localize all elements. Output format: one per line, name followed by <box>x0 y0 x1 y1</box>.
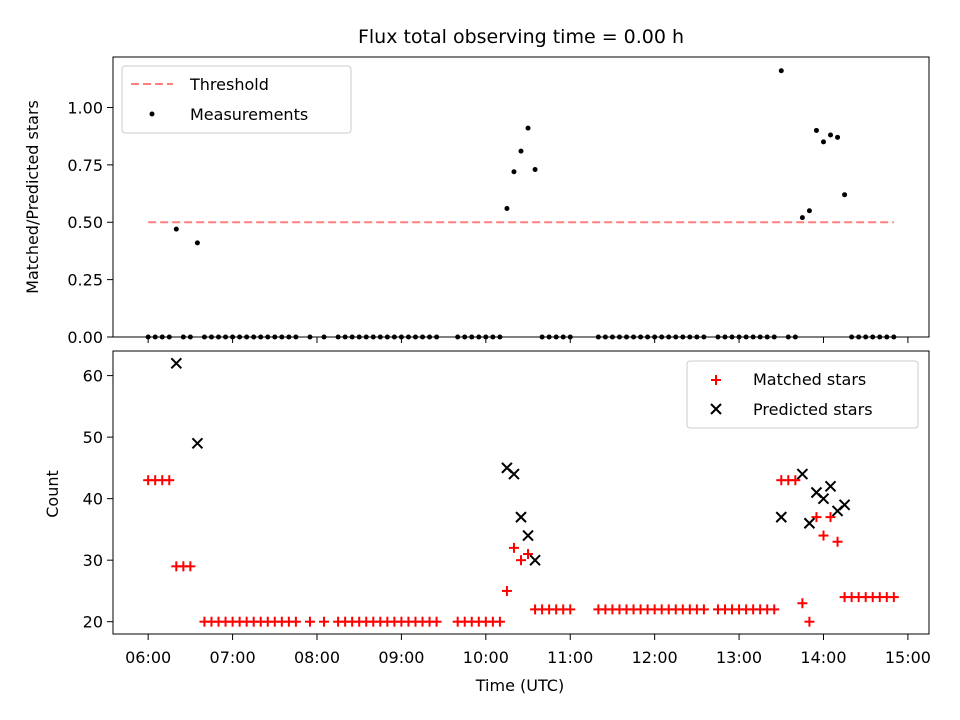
top-chart-title: Flux total observing time = 0.00 h <box>358 26 684 48</box>
matched-star-point <box>494 616 505 627</box>
bottom-x-tick-label: 13:00 <box>716 648 762 667</box>
bottom-x-tick-label: 15:00 <box>885 648 931 667</box>
matched-star-point <box>516 555 526 566</box>
predicted-star-point <box>508 468 520 480</box>
predicted-star-point <box>191 437 204 449</box>
measurement-point <box>828 132 834 138</box>
predicted-star-point <box>796 468 809 480</box>
top-y-tick-label: 1.00 <box>67 98 103 117</box>
top-y-tick-label: 0.50 <box>67 213 103 232</box>
top-y-tick-label: 0.75 <box>67 156 103 175</box>
top-plot-frame <box>112 56 930 338</box>
top-y-ticks: 0.00 0.25 0.50 0.75 1.00 <box>67 98 113 347</box>
matched-star-point <box>769 604 780 615</box>
measurement-point <box>504 205 510 211</box>
matched-star-point <box>319 616 330 627</box>
top-legend-box <box>121 65 352 134</box>
legend-measurements-swatch <box>149 111 155 117</box>
bottom-x-tick-label: 07:00 <box>210 648 256 667</box>
predicted-star-point <box>515 511 527 523</box>
bottom-legend: Matched stars Predicted stars <box>686 360 919 429</box>
matched-star-point <box>304 616 315 627</box>
matched-star-point <box>508 542 519 553</box>
measurement-point <box>835 134 841 140</box>
measurement-point <box>799 215 805 221</box>
measurement-point <box>806 208 812 214</box>
matched-star-point <box>501 585 512 596</box>
bottom-x-tick-label: 06:00 <box>125 648 171 667</box>
legend-measurements-label: Measurements <box>190 105 308 124</box>
bottom-x-tick-label: 09:00 <box>378 648 424 667</box>
top-plot-marks <box>145 68 897 340</box>
predicted-star-point <box>529 554 541 566</box>
measurement-point <box>820 139 826 145</box>
matched-star-point <box>790 475 801 486</box>
bottom-y-tick-label: 60 <box>83 367 103 386</box>
predicted-star-point <box>803 517 816 529</box>
bottom-x-tick-label: 11:00 <box>547 648 593 667</box>
bottom-y-tick-label: 20 <box>83 613 103 632</box>
bottom-x-tick-label: 14:00 <box>800 648 846 667</box>
bottom-y-tick-label: 30 <box>83 551 103 570</box>
bottom-y-ticks: 20 30 40 50 60 <box>83 367 113 632</box>
measurement-point <box>511 169 517 175</box>
predicted-star-point <box>838 499 851 511</box>
legend-threshold-label: Threshold <box>189 75 269 94</box>
measurement-point <box>842 192 848 198</box>
legend-matched-swatch <box>711 375 721 385</box>
top-legend: Threshold Measurements <box>121 65 352 134</box>
measurement-point <box>778 68 784 74</box>
legend-predicted-label: Predicted stars <box>753 400 873 419</box>
measurement-point <box>518 148 524 154</box>
top-y-axis-label: Matched/Predicted stars <box>23 100 42 294</box>
bottom-panel: Count Time (UTC) 20 30 40 50 60 06:00 07:00 08… <box>43 350 931 695</box>
bottom-y-axis-label: Count <box>43 470 62 518</box>
predicted-star-point <box>775 511 787 523</box>
matched-star-point <box>431 616 442 627</box>
legend-matched-label: Matched stars <box>753 370 866 389</box>
matched-star-point <box>164 475 175 486</box>
bottom-x-ticks: 06:00 07:00 08:00 09:00 10:00 11:00 12:00 13:00… <box>125 634 931 667</box>
matched-star-point <box>804 616 815 627</box>
measurement-point <box>173 226 179 232</box>
measurement-point <box>532 166 538 172</box>
measurement-point <box>525 125 531 131</box>
bottom-y-tick-label: 50 <box>83 428 103 447</box>
top-y-tick-label: 0.00 <box>67 328 103 347</box>
bottom-plot-frame <box>112 350 930 635</box>
legend-predicted-swatch <box>710 403 722 415</box>
matched-star-point <box>797 598 808 609</box>
predicted-star-point <box>817 492 830 505</box>
matched-star-point <box>185 561 196 572</box>
matched-star-point <box>698 604 709 615</box>
measurement-point <box>813 127 819 133</box>
matched-star-point <box>811 512 822 523</box>
matched-star-point <box>523 549 534 560</box>
predicted-star-point <box>824 480 837 493</box>
matched-star-point <box>832 536 843 547</box>
predicted-star-point <box>170 357 183 370</box>
matched-star-point <box>290 616 301 627</box>
bottom-x-tick-label: 10:00 <box>463 648 509 667</box>
matched-star-point <box>565 604 576 615</box>
predicted-star-point <box>522 529 534 542</box>
matched-star-point <box>825 512 836 523</box>
bottom-legend-box <box>686 360 919 429</box>
bottom-x-tick-label: 08:00 <box>294 648 340 667</box>
top-panel: Flux total observing time = 0.00 h Match… <box>23 26 930 347</box>
bottom-x-tick-label: 12:00 <box>632 648 678 667</box>
matched-star-point <box>818 530 829 541</box>
top-y-tick-label: 0.25 <box>67 271 103 290</box>
bottom-x-axis-label: Time (UTC) <box>475 676 564 695</box>
matched-star-point <box>888 592 899 603</box>
measurement-point <box>194 240 200 246</box>
bottom-plot-marks <box>143 357 899 627</box>
bottom-y-tick-label: 40 <box>83 490 103 509</box>
